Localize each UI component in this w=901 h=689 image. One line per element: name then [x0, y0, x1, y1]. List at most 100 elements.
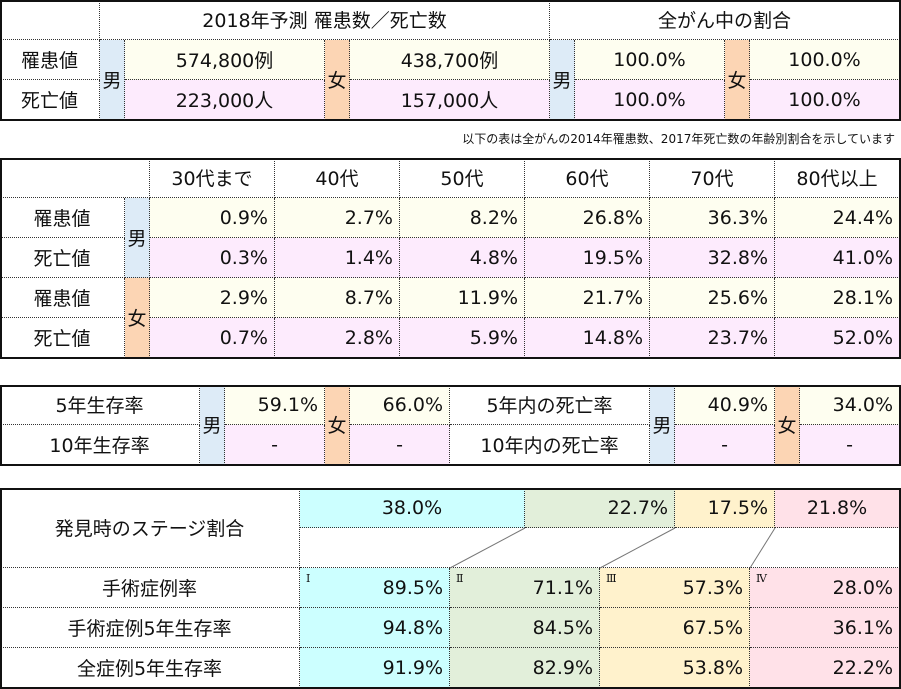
- stage-distribution-text: 21.8%: [806, 496, 868, 519]
- ratio-male-death-text: 100.0%: [613, 88, 686, 111]
- ratio-male-death: 100.0%: [575, 80, 725, 120]
- spacer-row: [300, 528, 900, 568]
- age-value-text: 36.3%: [707, 206, 768, 229]
- label-10yr-death-text: 10年内の死亡率: [480, 435, 619, 457]
- age-value-text: 41.0%: [832, 246, 893, 269]
- male-incidence: 574,800例: [125, 40, 325, 80]
- age-value: 25.6%: [650, 278, 775, 318]
- male-10yr: -: [225, 425, 325, 465]
- row-label-death: 死亡値: [0, 80, 100, 120]
- age-value: 41.0%: [775, 238, 900, 278]
- ratio-female-death-text: 100.0%: [788, 88, 861, 111]
- female-label: 女: [325, 385, 350, 465]
- stage-distribution: 38.0%: [300, 488, 525, 528]
- age-header-text: 70代: [690, 168, 734, 190]
- female-label: 女: [125, 278, 150, 358]
- stage-value: 67.5%: [600, 608, 750, 648]
- female-5yr-death: 34.0%: [800, 385, 900, 425]
- age-value-text: 14.8%: [582, 326, 643, 349]
- stage-value-text: 84.5%: [532, 616, 593, 639]
- male-label: 男: [550, 40, 575, 120]
- stage-row-label-text: 手術症例率: [101, 578, 197, 600]
- age-value: 19.5%: [525, 238, 650, 278]
- male-10yr-death-text: -: [721, 433, 728, 456]
- age-header-text: 60代: [565, 168, 609, 190]
- stage-row-label: 手術症例率: [0, 568, 300, 608]
- label-10yr-survival: 10年生存率: [0, 425, 200, 465]
- female-label-text: 女: [777, 415, 797, 437]
- stage-row-label: 全症例5年生存率: [0, 648, 300, 688]
- female-death-text: 157,000人: [400, 90, 499, 112]
- stage-row-label-text: 手術症例5年生存率: [67, 618, 232, 640]
- stage-distribution: 22.7%: [525, 488, 675, 528]
- female-label: 女: [775, 385, 800, 465]
- age-row-label-text: 死亡値: [33, 248, 91, 270]
- male-10yr-text: -: [271, 433, 278, 456]
- stage-value: 91.9%: [300, 648, 450, 688]
- male-5yr: 59.1%: [225, 385, 325, 425]
- age-value: 2.8%: [275, 318, 400, 358]
- age-value: 14.8%: [525, 318, 650, 358]
- stage-value: 57.3% Ⅲ: [600, 568, 750, 608]
- female-death: 157,000人: [350, 80, 550, 120]
- female-incidence: 438,700例: [350, 40, 550, 80]
- summary-title-text: 2018年予測 罹患数／死亡数: [202, 10, 447, 32]
- age-value: 52.0%: [775, 318, 900, 358]
- stage-row-label-text: 全症例5年生存率: [76, 658, 223, 680]
- stage-value-text: 28.0%: [832, 576, 893, 599]
- age-value-text: 0.9%: [219, 206, 268, 229]
- stage-value-text: 36.1%: [832, 616, 893, 639]
- age-value: 8.2%: [400, 198, 525, 238]
- female-label-text: 女: [727, 70, 747, 92]
- age-header: 40代: [275, 158, 400, 198]
- ratio-title-text: 全がん中の割合: [657, 10, 791, 32]
- age-value: 0.7%: [150, 318, 275, 358]
- male-label-text: 男: [202, 415, 222, 437]
- age-header-text: 30代まで: [171, 168, 253, 190]
- label-10yr-death: 10年内の死亡率: [450, 425, 650, 465]
- stage-distribution-text: 22.7%: [607, 496, 668, 519]
- stage-value: 53.8%: [600, 648, 750, 688]
- age-value: 36.3%: [650, 198, 775, 238]
- age-value-text: 28.1%: [832, 286, 893, 309]
- female-10yr-text: -: [396, 433, 403, 456]
- stage-value: 71.1% Ⅱ: [450, 568, 600, 608]
- age-value-text: 26.8%: [582, 206, 643, 229]
- label-10yr-survival-text: 10年生存率: [49, 435, 150, 457]
- female-5yr-death-text: 34.0%: [832, 393, 893, 416]
- age-row-label: 死亡値: [0, 318, 125, 358]
- male-label: 男: [200, 385, 225, 465]
- ratio-female-death: 100.0%: [750, 80, 900, 120]
- age-value-text: 4.8%: [469, 246, 518, 269]
- age-row-label: 罹患値: [0, 278, 125, 318]
- female-5yr-text: 66.0%: [382, 393, 443, 416]
- age-header: 50代: [400, 158, 525, 198]
- age-value-text: 32.8%: [707, 246, 768, 269]
- stage-distribution: 17.5%: [675, 488, 775, 528]
- male-5yr-death-text: 40.9%: [707, 393, 768, 416]
- ratio-female-incidence-text: 100.0%: [788, 48, 861, 71]
- summary-title: 2018年予測 罹患数／死亡数: [100, 0, 550, 40]
- stage-value: 84.5%: [450, 608, 600, 648]
- age-value-text: 5.9%: [469, 326, 518, 349]
- age-value-text: 0.3%: [219, 246, 268, 269]
- stage-value: 89.5% Ⅰ: [300, 568, 450, 608]
- stage-value-text: 91.9%: [382, 656, 443, 679]
- label-5yr-death-text: 5年内の死亡率: [486, 395, 613, 417]
- age-row-label: 罹患値: [0, 198, 125, 238]
- female-label: 女: [325, 40, 350, 120]
- stage-value-text: 53.8%: [682, 656, 743, 679]
- age-value: 4.8%: [400, 238, 525, 278]
- ratio-female-incidence: 100.0%: [750, 40, 900, 80]
- stage-label: 発見時のステージ割合: [0, 488, 300, 568]
- age-value: 1.4%: [275, 238, 400, 278]
- female-10yr-death: -: [800, 425, 900, 465]
- stage-roman-numeral: Ⅳ: [756, 572, 767, 585]
- label-5yr-survival: 5年生存率: [0, 385, 200, 425]
- age-value-text: 2.7%: [344, 206, 393, 229]
- male-5yr-text: 59.1%: [257, 393, 318, 416]
- stage-value: 94.8%: [300, 608, 450, 648]
- stage-distribution: 21.8%: [775, 488, 900, 528]
- stage-roman-numeral: Ⅲ: [606, 572, 617, 585]
- age-value-text: 8.7%: [344, 286, 393, 309]
